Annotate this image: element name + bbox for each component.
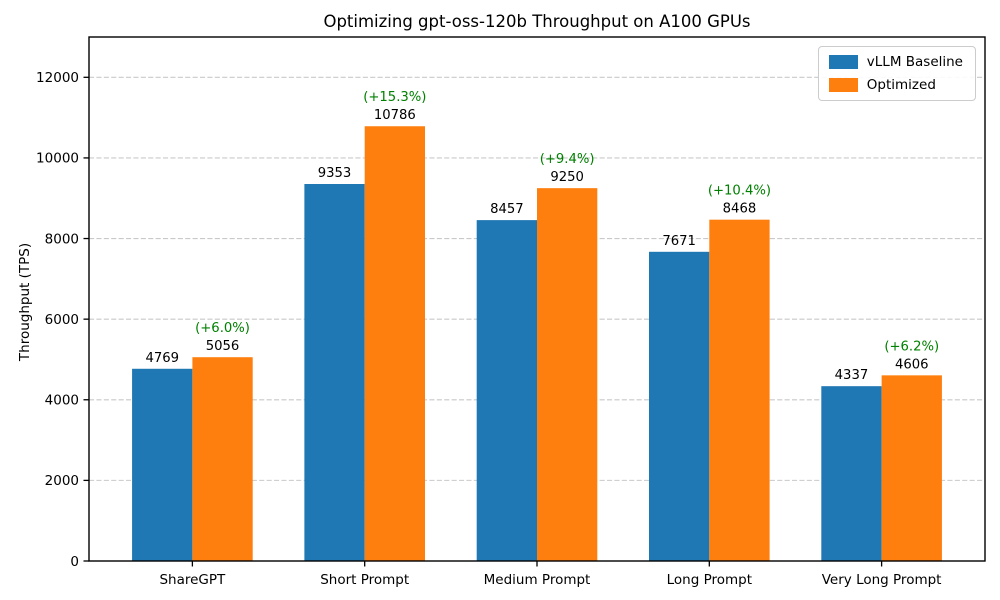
- legend-item: Optimized: [828, 77, 963, 93]
- x-tick-label: Medium Prompt: [484, 572, 591, 588]
- x-tick-label: Very Long Prompt: [822, 572, 942, 588]
- bar-optimized: [364, 126, 425, 561]
- x-tick-label: Long Prompt: [667, 572, 752, 588]
- bar-value-label: 8468: [723, 202, 757, 217]
- x-tick-label: ShareGPT: [159, 572, 226, 588]
- plot-border: [88, 36, 986, 562]
- improvement-label: (+15.3%): [363, 90, 426, 105]
- legend-label: Optimized: [866, 77, 936, 93]
- legend-swatch-optimized: [828, 78, 858, 92]
- bar-value-label: 7671: [662, 234, 696, 249]
- legend-swatch-vllm-baseline: [828, 55, 858, 69]
- bar-vllm-baseline: [476, 220, 537, 561]
- y-tick-label: 12000: [36, 70, 79, 86]
- legend-label: vLLM Baseline: [866, 54, 963, 70]
- y-tick-label: 8000: [45, 231, 79, 247]
- legend: vLLM Baseline Optimized: [817, 46, 976, 101]
- improvement-label: (+6.2%): [884, 339, 939, 354]
- bar-vllm-baseline: [821, 386, 882, 561]
- improvement-label: (+10.4%): [708, 184, 771, 199]
- bar-value-label: 4769: [145, 351, 179, 366]
- y-tick-label: 6000: [45, 312, 79, 328]
- improvement-label: (+6.0%): [195, 321, 250, 336]
- legend-item: vLLM Baseline: [828, 54, 963, 70]
- bar-value-label: 9353: [318, 166, 352, 181]
- bar-value-label: 8457: [490, 202, 524, 217]
- bar-optimized: [537, 188, 598, 561]
- bar-vllm-baseline: [132, 368, 193, 561]
- bar-value-label: 4337: [835, 368, 869, 383]
- improvement-label: (+9.4%): [540, 152, 595, 167]
- y-tick-label: 10000: [36, 151, 79, 167]
- bar-optimized: [709, 219, 770, 561]
- bar-vllm-baseline: [649, 251, 710, 562]
- bar-value-label: 9250: [550, 170, 584, 185]
- bar-value-label: 10786: [374, 108, 416, 123]
- chart-title: Optimizing gpt-oss-120b Throughput on A1…: [323, 12, 751, 31]
- bar-optimized: [192, 357, 253, 561]
- bar-value-label: 5056: [206, 339, 240, 354]
- y-tick-label: 4000: [45, 393, 79, 409]
- y-tick-label: 0: [70, 554, 79, 570]
- bar-value-label: 4606: [895, 357, 929, 372]
- y-tick-label: 2000: [45, 473, 79, 489]
- x-tick-label: Short Prompt: [320, 572, 409, 588]
- bar-vllm-baseline: [304, 184, 365, 562]
- bar-optimized: [881, 375, 942, 561]
